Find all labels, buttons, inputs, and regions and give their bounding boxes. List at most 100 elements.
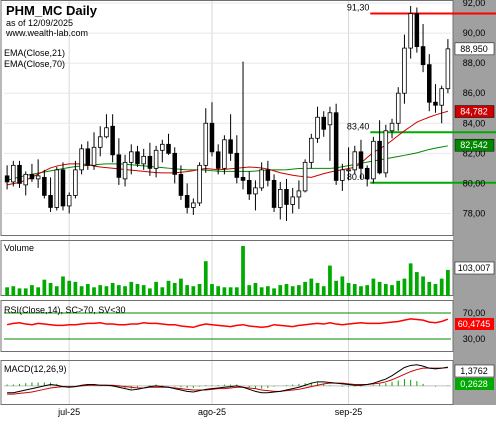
volume-bar (172, 282, 177, 296)
candle-body (85, 148, 91, 166)
volume-bar (17, 288, 22, 296)
candle-body (389, 122, 395, 132)
price-badges: 88,950 84,782 82,542 (454, 42, 495, 152)
candle-body (234, 152, 240, 178)
volume-bar (414, 272, 419, 296)
volume-bar (67, 280, 72, 296)
volume-bar (110, 282, 115, 296)
volume-bar (42, 279, 47, 296)
candle-body (439, 88, 444, 106)
candle-body (29, 173, 35, 180)
volume-title: Volume (4, 243, 34, 253)
volume-bar (315, 282, 320, 296)
candle-body (166, 143, 171, 154)
price-tick-label: 80,00 (463, 178, 486, 188)
volume-bar (36, 287, 41, 296)
candle-body (116, 154, 122, 178)
macd-series (4, 364, 451, 395)
volume-bar (284, 284, 289, 296)
volume-bar (272, 288, 276, 296)
candle-body (4, 175, 10, 183)
volume-bar (408, 263, 413, 296)
candle-body (427, 64, 432, 103)
candle-body (129, 151, 134, 163)
candle-body (414, 13, 420, 47)
candle-body (97, 136, 103, 148)
volume-bar (54, 286, 59, 296)
candle-body (23, 173, 28, 186)
chart-as-of: as of 12/09/2025 (6, 18, 73, 28)
volume-bar (390, 285, 394, 296)
volume-bar (191, 286, 196, 296)
candle-body (315, 116, 320, 139)
volume-bar (116, 285, 121, 296)
candle-body (172, 152, 177, 175)
rsi-tick-label: 30,00 (463, 334, 486, 344)
macd-title: MACD(12,26,9) (4, 364, 67, 374)
level-label: 80.04 (347, 172, 370, 182)
price-tick-label: 78,00 (463, 208, 486, 218)
volume-bar (85, 284, 90, 296)
candle-body (358, 151, 364, 169)
volume-bar (148, 288, 152, 296)
rsi-series: 30,00 70,00 (4, 308, 485, 344)
volume-last-badge (454, 261, 495, 275)
rsi-path (6, 318, 449, 329)
volume-panel-frame (0, 240, 454, 296)
volume-bar (92, 287, 96, 296)
macd-signal-path (7, 367, 448, 395)
macd-path (7, 364, 448, 394)
chart-title: PHM_MC Daily (6, 3, 98, 18)
volume-bar (352, 284, 357, 296)
volume-bar (309, 278, 314, 296)
volume-bar (421, 276, 425, 296)
volume-bar (154, 281, 158, 296)
price-axis-strip (453, 0, 496, 405)
rsi-tick-label: 70,00 (463, 308, 486, 318)
volume-bar (61, 276, 65, 296)
price-tick-label: 88,00 (463, 58, 486, 68)
volume-bar (166, 280, 171, 296)
candle-body (377, 140, 382, 174)
candle-body (383, 130, 389, 174)
volume-bar (11, 286, 16, 296)
volume-bar (278, 285, 283, 296)
candle-body (153, 149, 159, 169)
candle-body (141, 155, 146, 165)
candle-body (11, 164, 16, 183)
volume-bar (259, 287, 264, 296)
volume-bars (5, 246, 450, 296)
price-tick-label: 86,00 (463, 88, 486, 98)
volume-bar (135, 284, 140, 296)
candle-body (309, 137, 314, 163)
ema21-badge (454, 105, 495, 118)
volume-bar (179, 278, 183, 296)
candle-body (408, 13, 413, 49)
price-axis-ticks: 78,00 80,00 82,00 84,00 86,00 88,00 90,00 92,00 (463, 0, 486, 218)
volume-bar (290, 286, 295, 296)
volume-bar (30, 285, 34, 296)
volume-bar (328, 265, 332, 296)
candle-body (203, 122, 209, 166)
date-axis-label: sep-25 (335, 407, 363, 417)
candle-body (197, 164, 202, 204)
candle-body (91, 146, 97, 166)
candle-body (352, 151, 358, 171)
candle-body (364, 167, 370, 180)
candle-body (271, 179, 277, 208)
volume-bar (439, 278, 444, 296)
volume-bar (446, 269, 450, 296)
candle-body (284, 189, 289, 205)
volume-bar (48, 282, 53, 296)
volume-bar (346, 282, 351, 296)
volume-bar (427, 281, 432, 296)
candle-body (346, 169, 351, 172)
candle-body (222, 139, 227, 169)
volume-bar (160, 287, 165, 296)
candle-body (209, 122, 215, 153)
macd-panel-frame (0, 360, 454, 405)
rsi-panel-frame (0, 300, 454, 352)
volume-bar (185, 285, 190, 296)
candle-body (253, 187, 258, 195)
